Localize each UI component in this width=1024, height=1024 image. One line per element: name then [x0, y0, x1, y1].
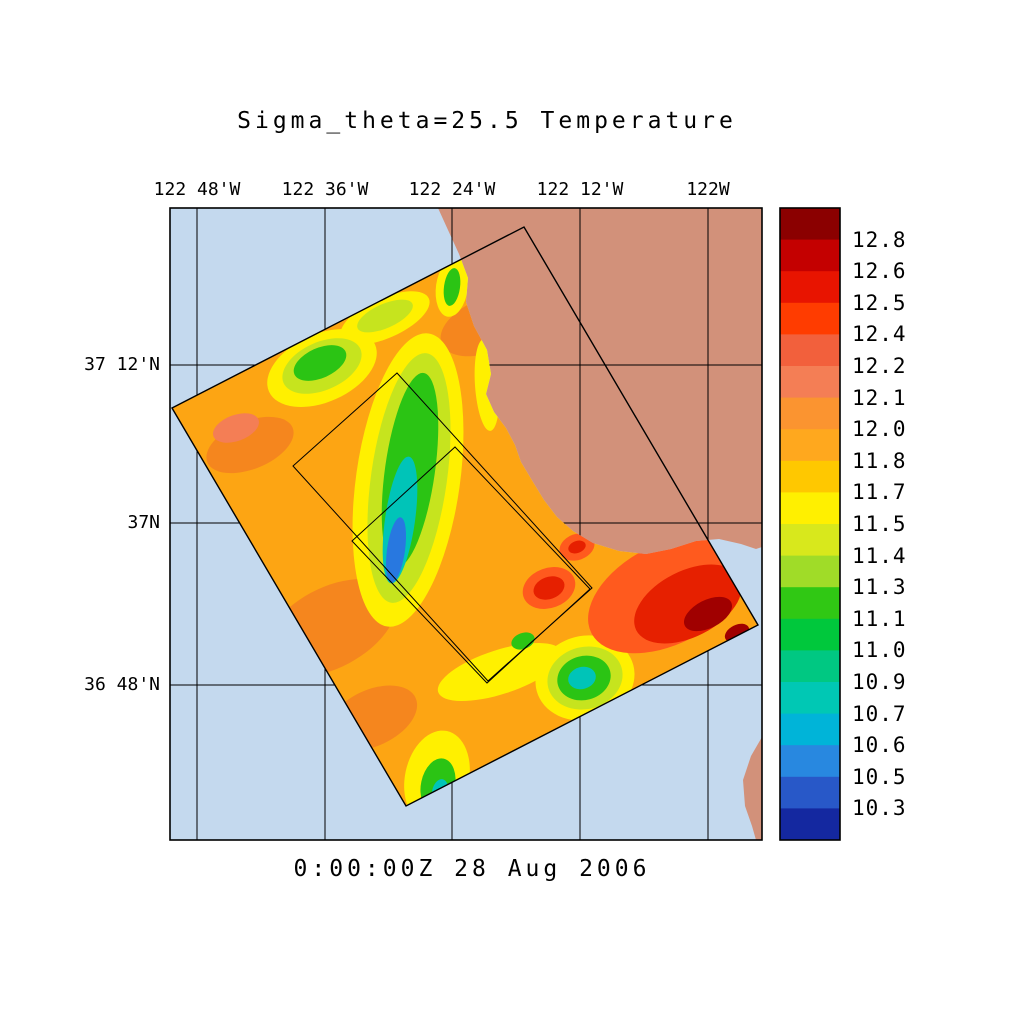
colorbar-cell	[780, 239, 840, 272]
colorbar-tick-label: 10.6	[852, 733, 907, 758]
colorbar-tick-label: 11.5	[852, 512, 907, 536]
colorbar-tick-label: 12.8	[852, 227, 907, 252]
colorbar-tick-label: 12.1	[852, 385, 907, 410]
colorbar-cell	[780, 808, 840, 841]
colorbar-cell	[780, 429, 840, 462]
survey-box-outline	[351, 446, 591, 684]
colorbar-cell	[780, 745, 840, 778]
colorbar-tick-label: 10.7	[852, 701, 907, 726]
timestamp-label: 0:00:00Z 28 Aug 2006	[293, 856, 651, 882]
colorbar-tick-label: 10.3	[852, 796, 907, 821]
x-tick-label: 122W	[686, 179, 730, 200]
y-tick-label: 36 48'N	[84, 674, 160, 695]
x-tick-label: 122 24'W	[408, 179, 496, 200]
colorbar-cell	[780, 618, 840, 651]
colorbar-cell	[780, 713, 840, 746]
colorbar-tick-label: 10.9	[852, 670, 907, 694]
y-tick-label: 37N	[127, 512, 160, 533]
colorbar-cell	[780, 366, 840, 399]
x-tick-label: 122 48'W	[153, 179, 241, 200]
x-tick-label: 122 12'W	[536, 179, 624, 200]
colorbar-cell	[780, 334, 840, 367]
plot-title: Sigma_theta=25.5 Temperature	[237, 108, 737, 134]
colorbar-tick-label: 11.8	[852, 448, 907, 473]
colorbar-tick-label: 12.5	[852, 290, 907, 315]
colorbar-tick-label: 12.2	[852, 354, 907, 378]
colorbar-cell	[780, 524, 840, 557]
colorbar-cell	[780, 650, 840, 683]
colorbar-tick-label: 11.3	[852, 575, 907, 600]
colorbar-cell	[780, 492, 840, 525]
colorbar-cell	[780, 208, 840, 241]
plot-border	[169, 207, 763, 841]
colorbar-cell	[780, 555, 840, 588]
temperature-field	[172, 227, 758, 826]
colorbar-tick-label: 11.1	[852, 606, 907, 631]
colorbar-border	[779, 207, 841, 841]
colorbar-tick-label: 11.0	[852, 638, 907, 663]
colorbar-cell	[780, 302, 840, 335]
colorbar-cell	[780, 397, 840, 430]
land-coast-sliver	[743, 737, 762, 840]
colorbar-tick-label: 11.7	[852, 480, 907, 505]
y-tick-label: 37 12'N	[84, 354, 160, 375]
colorbar-tick-label: 10.5	[852, 764, 907, 789]
colorbar-tick-label: 11.4	[852, 543, 907, 568]
swath-outline	[171, 226, 759, 807]
colorbar-cell	[780, 460, 840, 493]
survey-box-outline	[292, 372, 593, 682]
colorbar-tick-label: 12.0	[852, 417, 907, 442]
colorbar-cell	[780, 587, 840, 620]
colorbar-cell	[780, 682, 840, 715]
x-tick-label: 122 36'W	[281, 179, 369, 200]
colorbar-cell	[780, 271, 840, 304]
colorbar-tick-label: 12.4	[852, 322, 907, 347]
colorbar-cell	[780, 776, 840, 809]
colorbar-tick-label: 12.6	[852, 259, 907, 284]
